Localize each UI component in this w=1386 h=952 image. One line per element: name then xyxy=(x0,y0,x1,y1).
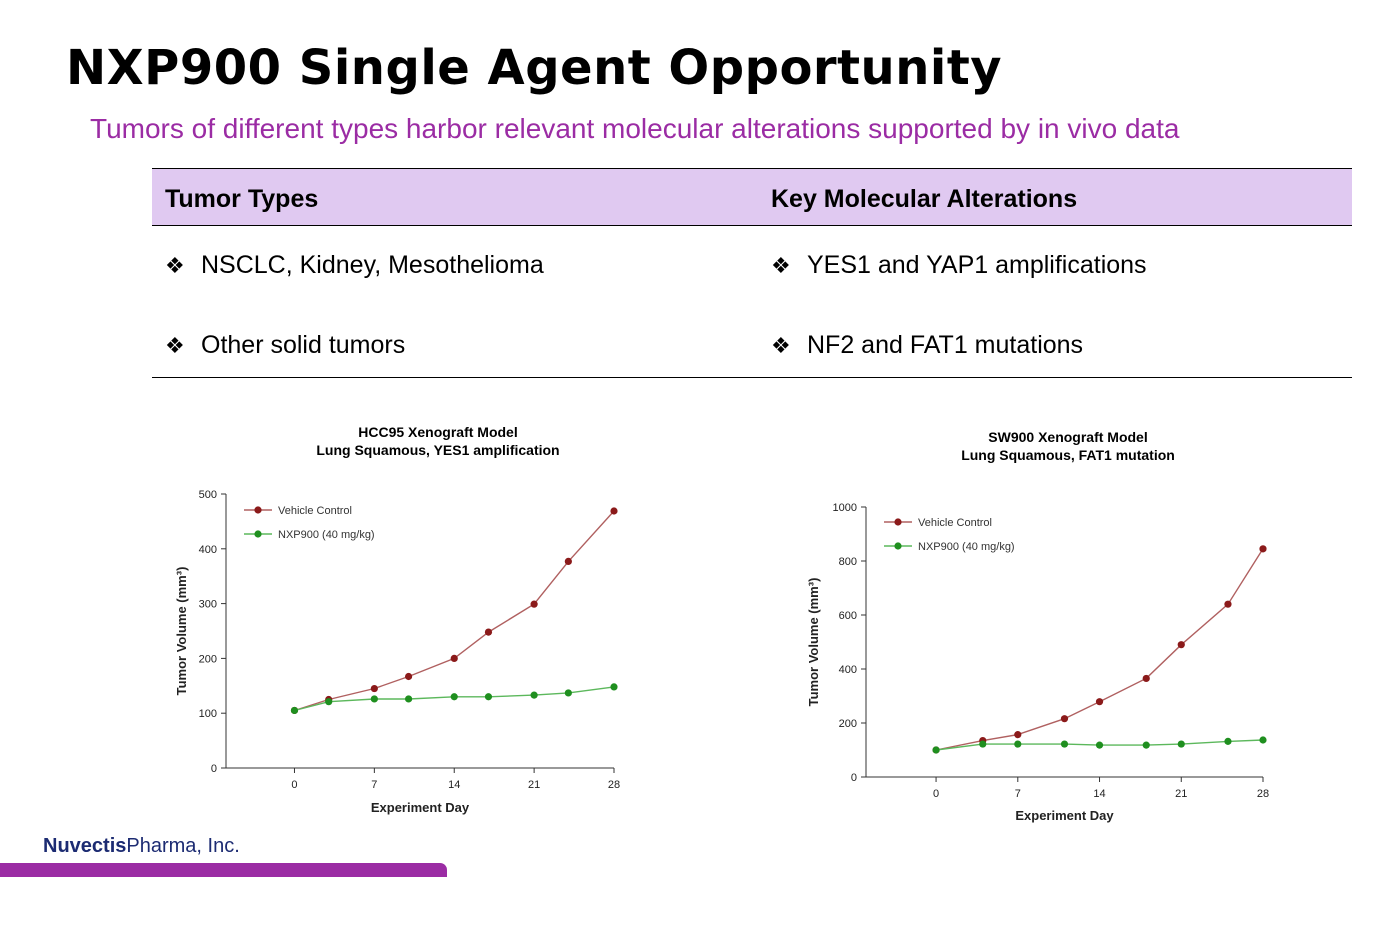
logo-suffix: Pharma, Inc. xyxy=(126,835,240,857)
data-point xyxy=(1224,737,1232,745)
data-point xyxy=(564,557,572,566)
legend-marker xyxy=(894,518,902,526)
footer-accent-bar xyxy=(0,863,447,877)
logo-brand: Nuvectis xyxy=(43,835,127,857)
x-tick-label: 21 xyxy=(1175,788,1187,800)
alterations-table: Tumor Types Key Molecular Alterations ❖ N… xyxy=(152,168,1352,378)
diamond-bullet-icon: ❖ xyxy=(771,334,791,359)
data-point xyxy=(530,600,538,608)
data-point xyxy=(325,698,333,706)
legend-label: NXP900 (40 mg/kg) xyxy=(278,529,375,541)
table-row: ❖ NF2 and FAT1 mutations xyxy=(771,331,1083,360)
diamond-bullet-icon: ❖ xyxy=(165,334,185,359)
data-point xyxy=(290,706,299,715)
x-tick-label: 0 xyxy=(933,788,939,800)
header-tumor-types: Tumor Types xyxy=(165,185,319,213)
chart-title: HCC95 Xenograft Model xyxy=(358,424,517,440)
data-point xyxy=(1014,731,1022,739)
data-point xyxy=(1177,740,1185,748)
diamond-bullet-icon: ❖ xyxy=(771,254,791,279)
header-key-alterations: Key Molecular Alterations xyxy=(771,185,1078,213)
data-point xyxy=(450,654,458,662)
data-point xyxy=(530,691,538,699)
x-tick-label: 0 xyxy=(291,779,297,791)
chart-subtitle: Lung Squamous, FAT1 mutation xyxy=(961,447,1175,463)
legend-label: NXP900 (40 mg/kg) xyxy=(918,541,1015,553)
slide-title: NXP900 Single Agent Opportunity xyxy=(66,40,1003,96)
data-point xyxy=(1095,741,1104,749)
table-row: ❖ NSCLC, Kidney, Mesothelioma xyxy=(165,251,544,280)
data-point xyxy=(484,628,493,636)
data-point xyxy=(1014,740,1022,748)
y-tick-label: 200 xyxy=(839,718,857,730)
y-tick-label: 600 xyxy=(839,610,857,622)
y-tick-label: 0 xyxy=(211,763,217,775)
data-point xyxy=(1177,641,1185,649)
cell-tumor-type: NSCLC, Kidney, Mesothelioma xyxy=(201,251,544,279)
data-point xyxy=(370,695,378,703)
legend-marker xyxy=(254,506,262,514)
x-tick-label: 14 xyxy=(1093,788,1105,800)
y-axis-label: Tumor Volume (mm³) xyxy=(174,567,189,696)
sw900-chart: SW900 Xenograft Model Lung Squamous, FAT1… xyxy=(790,420,1350,840)
diamond-bullet-icon: ❖ xyxy=(165,254,185,279)
data-point xyxy=(1060,715,1069,723)
x-tick-label: 7 xyxy=(1015,788,1021,800)
y-tick-label: 500 xyxy=(199,489,217,501)
hcc95-chart: HCC95 Xenograft Model Lung Squamous, YES1… xyxy=(160,415,680,825)
x-tick-label: 28 xyxy=(1257,788,1269,800)
chart-title: SW900 Xenograft Model xyxy=(988,429,1147,445)
data-point xyxy=(1259,736,1267,744)
company-logo: NuvectisPharma, Inc. xyxy=(43,835,240,858)
legend-label: Vehicle Control xyxy=(278,505,352,517)
y-tick-label: 400 xyxy=(839,664,857,676)
data-point xyxy=(610,683,618,691)
y-tick-label: 200 xyxy=(199,653,217,665)
data-point xyxy=(484,693,493,701)
cell-tumor-type: Other solid tumors xyxy=(201,331,406,359)
y-tick-label: 800 xyxy=(839,556,857,568)
table-row: ❖ Other solid tumors xyxy=(165,331,405,360)
hcc95-chart-svg: HCC95 Xenograft Model Lung Squamous, YES1… xyxy=(174,424,620,815)
data-point xyxy=(404,672,413,681)
y-tick-label: 0 xyxy=(851,772,857,784)
data-point xyxy=(450,693,458,701)
cell-alteration: NF2 and FAT1 mutations xyxy=(807,331,1084,359)
chart-subtitle: Lung Squamous, YES1 amplification xyxy=(316,442,559,458)
data-point xyxy=(1142,741,1150,749)
data-point xyxy=(1095,698,1104,706)
data-point xyxy=(370,684,378,693)
table-row: ❖ YES1 and YAP1 amplifications xyxy=(771,251,1147,280)
y-tick-label: 100 xyxy=(199,708,217,720)
data-point xyxy=(1142,674,1150,683)
table-header-row: Tumor Types Key Molecular Alterations xyxy=(152,169,1352,226)
y-axis-label: Tumor Volume (mm³) xyxy=(806,578,821,707)
data-point xyxy=(979,740,987,748)
x-tick-label: 7 xyxy=(371,779,377,791)
x-axis-label: Experiment Day xyxy=(371,800,470,815)
cell-alteration: YES1 and YAP1 amplifications xyxy=(807,251,1147,279)
slide-subtitle: Tumors of different types harbor relevan… xyxy=(90,113,1180,144)
data-point xyxy=(1060,740,1069,748)
y-tick-label: 1000 xyxy=(833,502,857,514)
series-line-0 xyxy=(935,548,1264,751)
data-point xyxy=(404,695,413,703)
data-point xyxy=(1224,600,1232,608)
y-tick-label: 400 xyxy=(199,544,217,556)
data-point xyxy=(610,507,618,515)
x-axis-label: Experiment Day xyxy=(1015,808,1114,823)
legend-marker xyxy=(254,530,262,538)
y-tick-label: 300 xyxy=(199,599,217,611)
data-point xyxy=(932,746,940,754)
x-tick-label: 14 xyxy=(448,779,460,791)
data-point xyxy=(1259,545,1267,553)
legend-label: Vehicle Control xyxy=(918,517,992,529)
x-tick-label: 28 xyxy=(608,779,620,791)
data-point xyxy=(564,689,572,697)
legend-marker xyxy=(894,542,902,550)
sw900-chart-svg: SW900 Xenograft Model Lung Squamous, FAT1… xyxy=(806,429,1269,823)
x-tick-label: 21 xyxy=(528,779,540,791)
